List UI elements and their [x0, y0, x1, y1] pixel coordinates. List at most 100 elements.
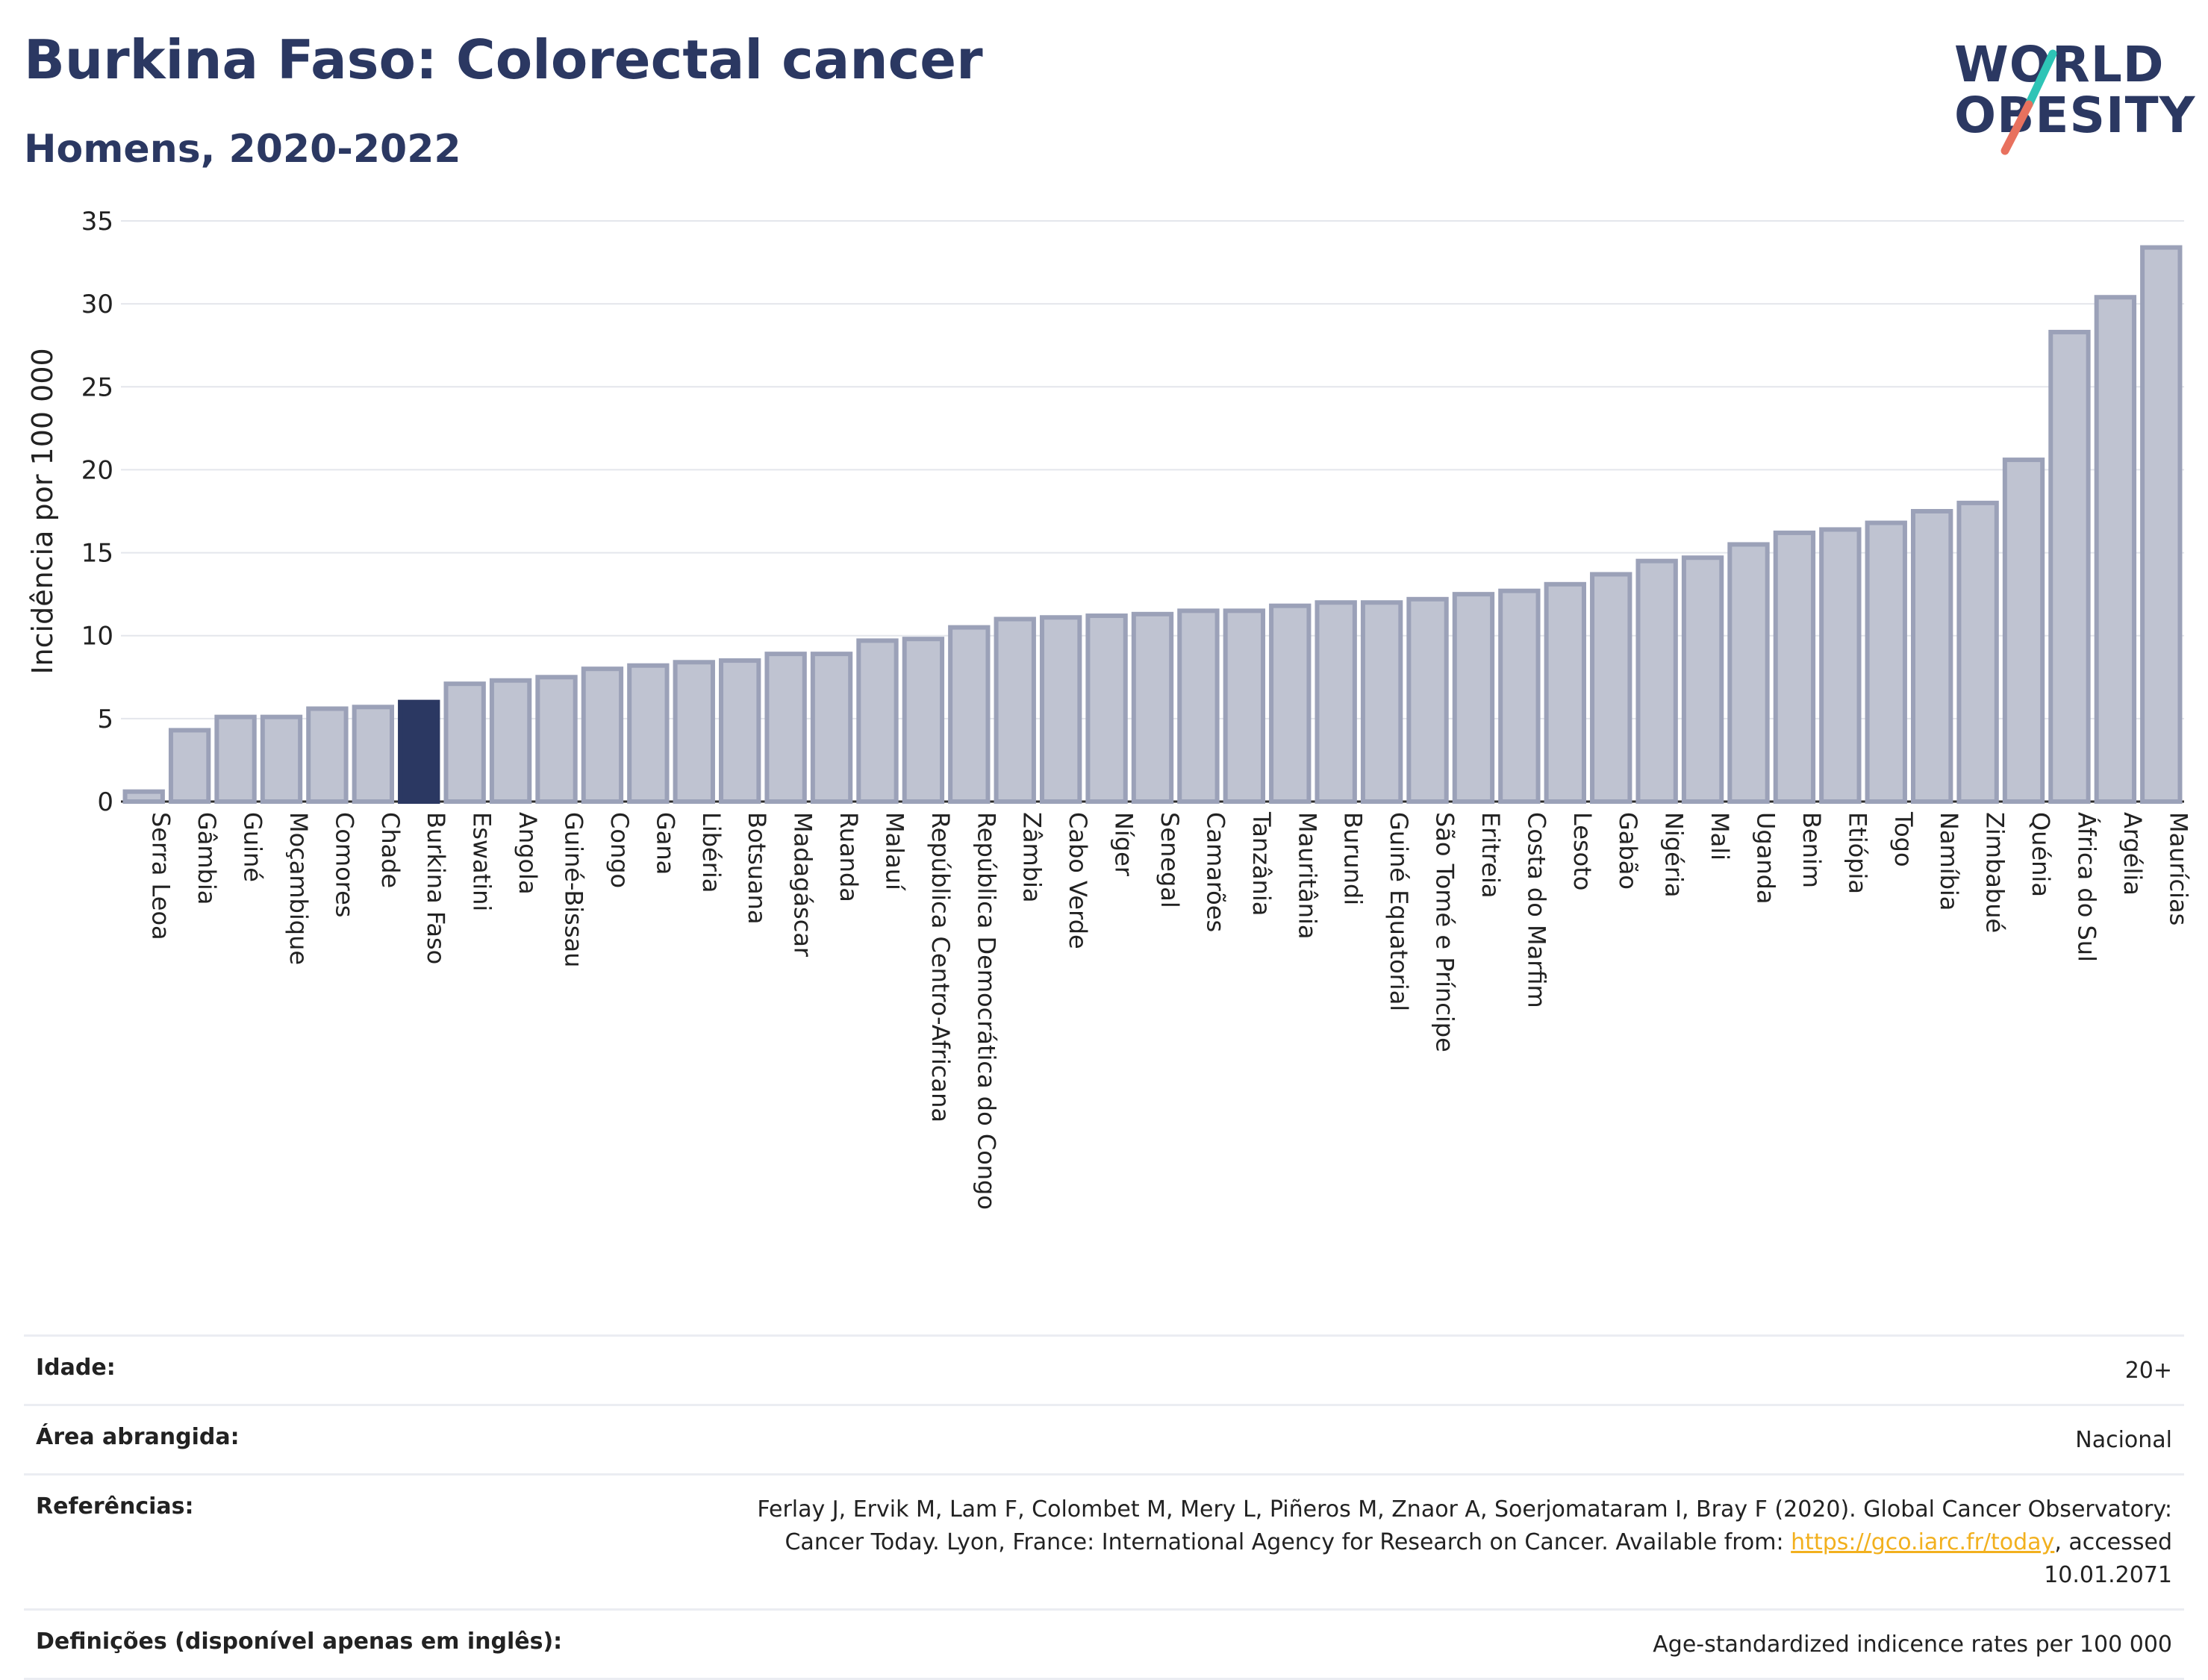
x-tick-label: Zimbabué	[1981, 812, 2009, 933]
logo-slash-icon	[2000, 49, 2057, 155]
y-tick-label: 25	[81, 372, 113, 402]
logo-line-1: WORLD	[1954, 36, 2165, 93]
logo-line-2: OBESITY	[1954, 87, 2196, 144]
bar	[1085, 613, 1128, 804]
x-tick-label: Etiópia	[1843, 812, 1871, 894]
info-row-definitions: Definições (disponível apenas em inglês)…	[24, 1609, 2184, 1679]
x-tick-label: Guiné-Bissau	[560, 812, 588, 967]
bar	[764, 652, 807, 804]
bar	[581, 666, 624, 805]
bar	[260, 714, 303, 804]
bar	[122, 789, 165, 804]
x-tick-label: Serra Leoa	[147, 812, 175, 940]
bar	[1406, 596, 1449, 804]
bar	[1131, 611, 1174, 804]
bar	[1498, 588, 1541, 804]
bar	[810, 652, 853, 804]
x-tick-label: Maurícias	[2164, 812, 2192, 925]
x-tick-label: Quénia	[2027, 812, 2055, 897]
x-tick-label: Senegal	[1156, 812, 1184, 908]
bar	[856, 638, 899, 805]
bar	[994, 616, 1036, 804]
bar	[2002, 458, 2045, 804]
x-tick-label: Tanzânia	[1247, 811, 1276, 916]
bars	[122, 245, 2183, 805]
bar	[398, 699, 440, 805]
bar	[1360, 600, 1403, 804]
x-tick-label: Gabão	[1614, 812, 1642, 890]
y-axis-label: Incidência por 100 000	[26, 348, 59, 674]
x-tick-label: Moçambique	[284, 812, 313, 965]
age-label: Idade:	[36, 1355, 116, 1381]
x-tick-label: Malauí	[880, 812, 908, 891]
x-tick-label: Ruanda	[835, 812, 863, 902]
x-tick-label: Argélia	[2118, 812, 2147, 896]
x-tick-label: República Centro-Africana	[926, 812, 955, 1122]
bar	[352, 705, 395, 804]
x-tick-label: Congo	[605, 812, 634, 888]
bar	[2140, 245, 2183, 804]
x-tick-label: Mali	[1706, 812, 1734, 861]
x-tick-label: Zâmbia	[1018, 812, 1047, 903]
x-tick-label: Mauritânia	[1293, 812, 1321, 939]
references-accessed: , accessed 10.01.2071	[2044, 1529, 2172, 1588]
x-tick-label: Libéria	[697, 812, 726, 893]
references-link[interactable]: https://gco.iarc.fr/today	[1791, 1529, 2055, 1555]
y-tick-label: 20	[81, 455, 113, 485]
area-value: Nacional	[2075, 1427, 2172, 1453]
bar	[1223, 608, 1266, 804]
x-tick-label: Cabo Verde	[1064, 812, 1092, 949]
x-tick-label: Madagáscar	[789, 812, 817, 958]
bar	[1452, 592, 1495, 805]
y-tick-label: 30	[81, 290, 113, 319]
info-table: Idade: 20+ Área abrangida: Nacional Refe…	[24, 1334, 2184, 1680]
x-tick-label: Uganda	[1751, 812, 1780, 905]
x-tick-label: Guiné Equatorial	[1385, 812, 1413, 1011]
x-tick-label: Burundi	[1339, 812, 1367, 905]
x-tick-label: Chade	[376, 812, 405, 888]
bar	[1590, 572, 1632, 804]
bar	[1865, 520, 1907, 804]
bar	[168, 728, 211, 804]
bar	[2048, 329, 2091, 804]
bar	[948, 625, 991, 804]
references-text: Ferlay J, Ervik M, Lam F, Colombet M, Me…	[757, 1496, 2172, 1555]
x-tick-label: Burkina Faso	[422, 812, 450, 964]
page-title: Burkina Faso: Colorectal cancer	[24, 28, 983, 91]
references-value: Ferlay J, Ervik M, Lam F, Colombet M, Me…	[720, 1475, 2184, 1610]
x-tick-label: Níger	[1110, 812, 1138, 877]
bar	[1681, 555, 1724, 804]
bar-chart: 0 5 10 15 20 25 30 35 Serra Leoa Gâmbia Guiné Moça…	[26, 207, 2192, 1210]
world-obesity-logo: WORLD OBESITY	[1941, 30, 2195, 172]
x-tick-label: Lesoto	[1568, 812, 1597, 890]
age-value: 20+	[2124, 1358, 2172, 1384]
bar	[535, 675, 578, 804]
bar	[719, 658, 761, 804]
y-axis-ticks: 0 5 10 15 20 25 30 35	[81, 207, 113, 817]
bar	[673, 660, 715, 805]
bar	[1910, 509, 1953, 804]
x-tick-label: Camarões	[1201, 812, 1229, 932]
x-tick-label: África do Sul	[2072, 812, 2101, 962]
x-tick-label: Costa do Marfim	[1522, 812, 1550, 1008]
bar	[1544, 581, 1586, 804]
x-tick-label: Nigéria	[1660, 812, 1688, 897]
bar	[1269, 603, 1312, 805]
page-subtitle: Homens, 2020-2022	[24, 127, 461, 172]
bar	[443, 681, 486, 804]
bar	[214, 714, 257, 804]
x-tick-label: Eswatini	[468, 812, 496, 911]
bar	[627, 663, 670, 804]
bar	[1819, 527, 1862, 804]
definitions-value: Age-standardized indicence rates per 100…	[1653, 1631, 2172, 1658]
y-tick-label: 15	[81, 539, 113, 569]
y-tick-label: 0	[97, 787, 113, 817]
bar	[306, 706, 349, 805]
x-tick-label: Togo	[1889, 811, 1918, 867]
x-tick-label: Comores	[330, 812, 358, 917]
x-tick-label: Eritreia	[1476, 812, 1505, 898]
info-row-age: Idade: 20+	[24, 1335, 2184, 1405]
y-tick-label: 35	[81, 207, 113, 237]
bar	[902, 637, 945, 804]
x-tick-label: São Tomé e Príncipe	[1431, 812, 1459, 1052]
